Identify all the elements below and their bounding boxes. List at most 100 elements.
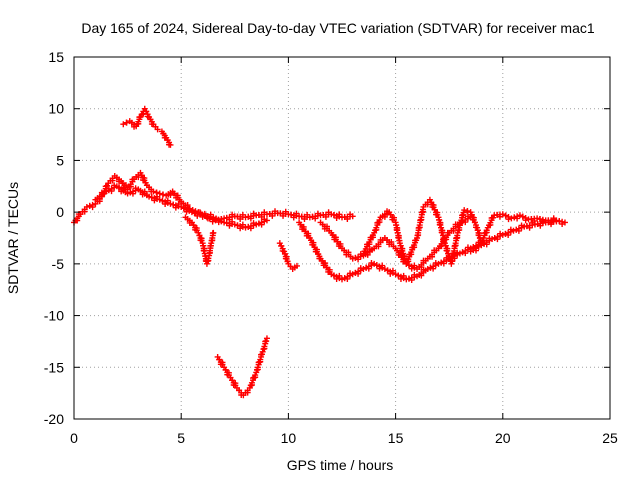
dip-near-6h-point <box>193 225 200 232</box>
arches-right-point <box>411 244 418 251</box>
upper-band-point <box>218 215 225 222</box>
upper-band-point <box>96 195 103 202</box>
fragment-near-10h-point <box>293 262 300 269</box>
isolated-high-point <box>120 121 127 128</box>
trough-lower-point <box>430 265 437 272</box>
main-band-point <box>81 208 88 215</box>
arches-right-point <box>460 211 467 218</box>
arches-right-point <box>430 202 437 209</box>
trough-mid-point <box>345 249 352 256</box>
trough-lower-point <box>355 270 362 277</box>
main-band-point <box>141 175 148 182</box>
main-band-point <box>86 202 93 209</box>
x-tick-label: 15 <box>388 430 404 446</box>
upper-band-point <box>141 188 148 195</box>
main-band-point <box>159 191 166 198</box>
main-band-point <box>209 218 216 225</box>
arches-right-point <box>487 221 494 228</box>
tail-lower-point <box>494 236 501 243</box>
upper-band-point <box>263 217 270 224</box>
isolated-low-point <box>219 359 226 366</box>
main-band-point <box>174 192 181 199</box>
trough-lower-point <box>322 260 329 267</box>
isolated-high-point <box>154 126 161 133</box>
data-points <box>71 105 568 399</box>
arches-right-point <box>362 248 369 255</box>
upper-band-point <box>258 221 265 228</box>
y-axis-label: SDTVAR / TECUs <box>5 182 21 294</box>
arches-right-point <box>561 219 568 226</box>
tail-lower-point <box>483 241 490 248</box>
x-tick-label: 20 <box>495 430 511 446</box>
x-axis-label: GPS time / hours <box>287 457 394 473</box>
tail-lower-point <box>473 247 479 254</box>
isolated-low-point <box>252 374 259 381</box>
arches-right-point <box>434 209 441 216</box>
arches-right-point <box>511 214 518 221</box>
isolated-low-point <box>263 335 270 342</box>
main-band-point <box>89 204 96 211</box>
isolated-low-point <box>232 380 239 387</box>
trough-mid-point <box>411 262 418 269</box>
trough-lower-point <box>300 223 307 230</box>
tail-lower-point <box>553 218 560 225</box>
arches-right-point <box>458 219 465 226</box>
arches-right-point <box>408 251 415 258</box>
fragment-near-10h-point <box>283 253 290 260</box>
main-band-point <box>167 192 174 199</box>
arches-right-point <box>444 245 451 252</box>
dip-near-6h-point <box>205 257 212 264</box>
upper-band-point <box>129 190 136 197</box>
axis-ticks: 0 5 10 15 20 25 -20 -15 -10 -5 0 5 10 15 <box>44 49 618 446</box>
arches-right-point <box>376 219 383 226</box>
isolated-low-point <box>225 369 232 376</box>
arches-right-point <box>456 226 463 233</box>
y-tick-label: 0 <box>56 204 64 220</box>
trough-lower-point <box>344 275 351 282</box>
arches-right-point <box>369 234 376 241</box>
y-tick-label: 5 <box>56 152 64 168</box>
arches-right-point <box>366 241 373 248</box>
main-band-point <box>122 182 129 189</box>
y-tick-label: 15 <box>48 49 64 65</box>
arches-right-point <box>502 212 509 219</box>
plot-frame <box>73 56 611 420</box>
main-band-point <box>184 202 191 209</box>
arches-right-point <box>390 214 397 221</box>
isolated-low-point <box>261 345 268 352</box>
arches-right-point <box>461 207 468 214</box>
tail-lower-point <box>505 232 512 239</box>
trough-mid-point <box>450 227 457 234</box>
main-band-point <box>109 177 116 184</box>
main-band-point <box>74 217 81 224</box>
dip-near-6h-point <box>210 229 217 236</box>
arches-right-point <box>519 213 526 220</box>
y-tick-label: -5 <box>52 256 65 272</box>
trough-lower-point <box>326 266 333 273</box>
isolated-high-point <box>135 120 142 127</box>
trough-lower-point <box>305 230 312 237</box>
arches-right-point <box>464 208 471 215</box>
isolated-low-point <box>257 358 264 365</box>
chart-title: Day 165 of 2024, Sidereal Day-to-day VTE… <box>81 20 594 36</box>
isolated-low-point <box>248 382 255 388</box>
trough-lower-point <box>336 272 343 279</box>
arches-right-point <box>514 215 521 222</box>
main-band-point <box>150 188 157 195</box>
arches-right-point <box>505 216 512 223</box>
arches-right-point <box>381 213 388 220</box>
upper-band-point <box>164 197 171 204</box>
x-tick-label: 0 <box>70 430 78 446</box>
upper-band-point <box>186 205 193 212</box>
trough-lower-point <box>418 272 425 279</box>
trough-mid-point <box>332 234 339 241</box>
arches-right-point <box>405 258 412 265</box>
grid-lines <box>74 57 610 419</box>
y-tick-label: 10 <box>48 101 64 117</box>
arches-right-point <box>399 245 406 252</box>
tail-lower-point <box>515 227 522 234</box>
x-tick-label: 10 <box>281 430 297 446</box>
main-band-point <box>127 183 134 190</box>
main-band-point <box>156 190 163 197</box>
